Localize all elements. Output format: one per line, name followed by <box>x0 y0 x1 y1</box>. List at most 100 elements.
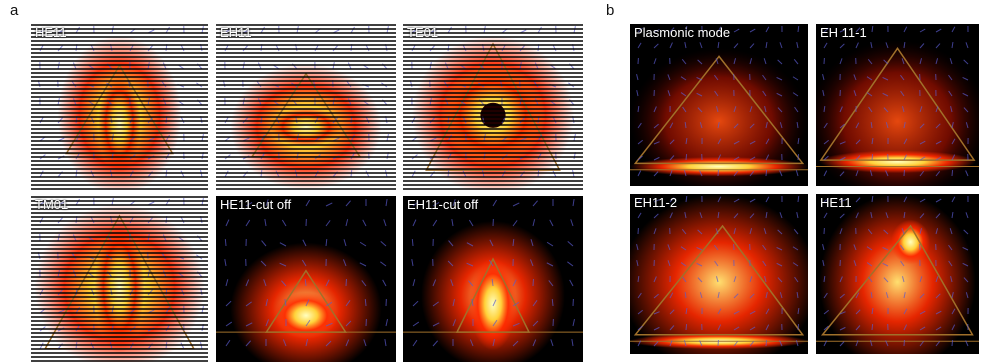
field-vector-arrow <box>823 275 826 283</box>
field-vector-arrow <box>839 141 846 145</box>
field-vector-arrow <box>901 58 905 65</box>
field-vector-arrow <box>281 280 287 287</box>
field-vector-arrow <box>669 42 673 49</box>
field-vector-arrow <box>871 137 874 145</box>
field-vector-arrow <box>682 276 687 283</box>
field-vector-arrow <box>530 239 534 247</box>
field-vector-arrow <box>637 340 642 347</box>
field-vector-arrow <box>717 154 722 161</box>
field-vector-arrow <box>512 238 515 247</box>
field-vector-arrow <box>537 152 542 160</box>
field-vector-arrow <box>717 138 722 145</box>
panel-a-eh11-plot <box>216 24 396 190</box>
field-vector-arrow <box>948 244 953 251</box>
field-vector-arrow <box>684 42 687 49</box>
field-vector-arrow <box>882 247 889 251</box>
panel-a-eh11-cutoff-plot <box>403 196 583 362</box>
field-vector-arrow <box>839 43 845 49</box>
field-vector-arrow <box>282 339 287 347</box>
field-vector-arrow <box>749 28 756 33</box>
field-vector-arrow <box>412 339 418 347</box>
field-vector-arrow <box>717 324 722 331</box>
field-vector-arrow <box>765 154 770 161</box>
panel-a-he11-label: HE11 <box>35 25 67 40</box>
field-vector-arrow <box>839 213 845 219</box>
field-vector-arrow <box>165 134 170 142</box>
field-vector-arrow <box>450 279 454 287</box>
field-vector-arrow <box>512 322 520 327</box>
field-vector-arrow <box>161 80 167 88</box>
field-vector-arrow <box>935 228 939 235</box>
panel-a-te01-label: TE01 <box>407 25 439 40</box>
field-vector-arrow <box>733 340 739 347</box>
triangle-waveguide-outline <box>819 46 976 161</box>
field-vector-arrow <box>260 152 265 160</box>
field-vector-arrow <box>795 170 799 177</box>
field-vector-arrow <box>839 311 846 315</box>
triangle-waveguide-outline <box>820 224 974 336</box>
field-vector-arrow <box>717 41 720 49</box>
field-vector-arrow <box>919 198 926 203</box>
field-vector-arrow <box>637 325 643 331</box>
field-vector-arrow <box>279 262 287 267</box>
field-vector-arrow <box>550 339 554 347</box>
field-vector-arrow <box>823 42 828 49</box>
field-vector-arrow <box>653 156 660 161</box>
field-vector-arrow <box>451 219 454 227</box>
field-vector-arrow <box>696 247 703 251</box>
field-vector-arrow <box>363 339 367 347</box>
field-vector-arrow <box>762 244 767 251</box>
field-vector-arrow <box>636 244 639 251</box>
field-vector-arrow <box>699 170 703 177</box>
field-vector-arrow <box>491 278 494 287</box>
field-vector-arrow <box>717 211 720 219</box>
field-vector-arrow <box>314 116 319 124</box>
field-vector-arrow <box>637 42 642 49</box>
field-vector-arrow <box>793 59 799 65</box>
field-vector-arrow <box>385 199 388 207</box>
field-vector-arrow <box>260 134 266 142</box>
field-vector-arrow <box>919 293 925 299</box>
field-vector-arrow <box>866 92 873 97</box>
field-vector-arrow <box>869 340 873 347</box>
field-vector-arrow <box>935 310 942 315</box>
field-vector-arrow <box>903 324 908 331</box>
field-vector-arrow <box>412 300 419 307</box>
field-vector-arrow <box>855 309 861 315</box>
field-vector-arrow <box>263 279 267 287</box>
field-vector-arrow <box>301 259 307 267</box>
field-vector-arrow <box>225 339 231 347</box>
field-vector-arrow <box>265 299 268 307</box>
field-vector-arrow <box>225 201 232 207</box>
field-vector-arrow <box>822 74 825 81</box>
field-vector-arrow <box>653 123 659 129</box>
field-vector-arrow <box>867 228 873 235</box>
field-vector-arrow <box>532 320 539 327</box>
field-vector-arrow <box>359 241 367 247</box>
field-vector-arrow <box>685 307 688 315</box>
field-vector-arrow <box>950 276 953 283</box>
field-vector-arrow <box>468 280 474 287</box>
field-vector-arrow <box>796 212 799 219</box>
field-vector-arrow <box>245 279 250 287</box>
field-vector-arrow <box>963 229 969 235</box>
field-vector-arrow <box>885 170 889 177</box>
field-vector-arrow <box>717 196 722 203</box>
field-vector-arrow <box>361 280 367 287</box>
field-vector-arrow <box>669 139 675 145</box>
field-vector-arrow <box>919 228 922 235</box>
field-vector-arrow <box>39 44 44 52</box>
field-vector-arrow <box>411 238 414 247</box>
field-vector-arrow <box>853 90 857 97</box>
field-vector-arrow <box>733 213 739 219</box>
field-vector-arrow <box>885 122 889 129</box>
field-vector-arrow <box>325 238 328 247</box>
field-vector-arrow <box>965 122 969 129</box>
field-vector-arrow <box>779 292 783 299</box>
field-vector-arrow <box>637 139 643 145</box>
field-vector-arrow <box>797 25 800 33</box>
field-vector-arrow <box>762 74 767 81</box>
field-vector-arrow <box>951 26 956 33</box>
field-vector-arrow <box>637 212 642 219</box>
field-vector-arrow <box>452 199 456 207</box>
